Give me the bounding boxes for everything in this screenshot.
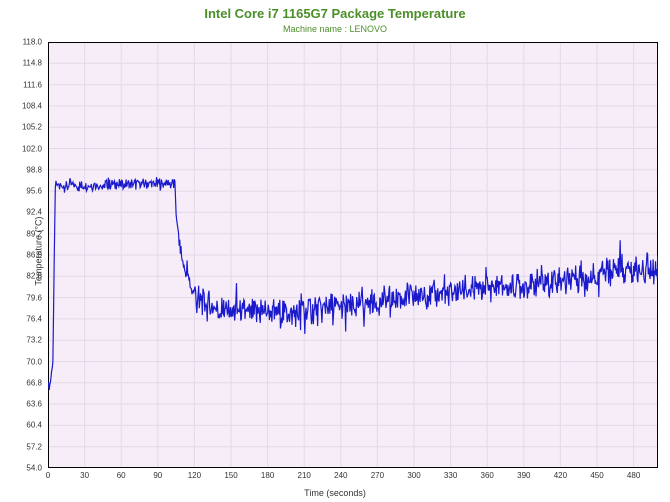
x-tick-label: 300 (407, 471, 420, 480)
chart-subtitle: Machine name : LENOVO (0, 24, 670, 34)
x-tick-label: 150 (224, 471, 237, 480)
x-tick-label: 360 (481, 471, 494, 480)
y-tick-label: 98.8 (26, 165, 42, 174)
x-axis-label: Time (seconds) (0, 488, 670, 498)
x-tick-label: 90 (153, 471, 162, 480)
y-tick-label: 57.2 (26, 442, 42, 451)
x-tick-label: 450 (590, 471, 603, 480)
y-tick-label: 54.0 (26, 464, 42, 473)
y-tick-label: 73.2 (26, 336, 42, 345)
y-tick-label: 86.0 (26, 251, 42, 260)
y-tick-label: 111.6 (23, 80, 42, 89)
y-tick-label: 105.2 (22, 123, 42, 132)
y-tick-label: 76.4 (26, 314, 42, 323)
x-tick-label: 0 (46, 471, 50, 480)
y-tick-label: 118.0 (23, 38, 42, 47)
x-tick-label: 390 (517, 471, 530, 480)
y-tick-label: 63.6 (26, 400, 42, 409)
y-tick-label: 66.8 (26, 378, 42, 387)
x-tick-label: 240 (334, 471, 347, 480)
x-tick-label: 120 (188, 471, 201, 480)
temperature-line-chart (48, 42, 658, 468)
y-tick-label: 79.6 (26, 293, 42, 302)
y-tick-label: 70.0 (26, 357, 42, 366)
x-tick-label: 270 (371, 471, 384, 480)
y-tick-label: 89.2 (26, 229, 42, 238)
y-tick-label: 92.4 (26, 208, 42, 217)
y-tick-label: 102.0 (22, 144, 42, 153)
y-tick-label: 60.4 (26, 421, 42, 430)
chart-title: Intel Core i7 1165G7 Package Temperature (0, 6, 670, 21)
x-tick-label: 420 (554, 471, 567, 480)
x-tick-label: 30 (80, 471, 89, 480)
x-tick-label: 480 (627, 471, 640, 480)
y-tick-label: 95.6 (26, 187, 42, 196)
y-tick-label: 114.8 (23, 59, 42, 68)
y-tick-label: 108.4 (22, 101, 42, 110)
x-tick-label: 210 (298, 471, 311, 480)
x-tick-label: 180 (261, 471, 274, 480)
y-tick-label: 82.8 (26, 272, 42, 281)
x-tick-label: 60 (117, 471, 126, 480)
x-tick-label: 330 (444, 471, 457, 480)
